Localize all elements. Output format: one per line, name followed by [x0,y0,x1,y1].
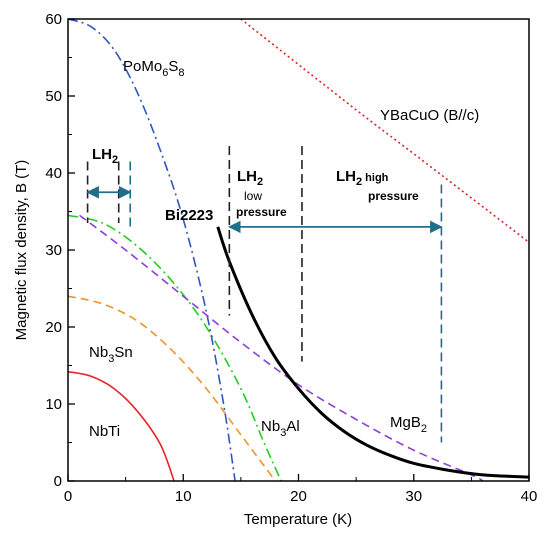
x-axis-label: Temperature (K) [244,511,352,528]
label-nb3sn: Nb3Sn [89,344,133,365]
plot-frame [67,18,530,482]
y-tick-label: 50 [45,88,62,105]
label-mgb2: MgB2 [390,414,427,435]
series-bi2223 [216,226,530,479]
y-axis-label: Magnetic flux density, B (T) [13,160,30,341]
x-tick-label: 40 [521,488,538,505]
y-tick-label: 20 [45,319,62,336]
lh2-markers-layer [86,146,443,443]
y-tick-label: 0 [54,473,62,490]
label-low-pressure: pressure [236,205,287,219]
label-high-pressure: pressure [368,189,419,203]
label-nb3al: Nb3Al [261,418,300,439]
series-mgb2 [79,214,484,482]
series-pomo6s8 [67,18,236,482]
y-tick-label: 60 [45,11,62,28]
series-nb3al [67,214,282,482]
label-bi2223: Bi2223 [165,207,213,224]
y-tick-label: 10 [45,396,62,413]
x-tick-label: 0 [64,488,72,505]
label-lh2-high: LH2 high [336,168,389,188]
series-nb3sn [67,295,277,482]
x-tick-label: 30 [405,488,422,505]
label-low: low [244,189,262,203]
label-lh2-left: LH2 [92,146,118,166]
x-tick-label: 10 [175,488,192,505]
label-lh2-low: LH2 [237,168,263,188]
y-tick-label: 30 [45,242,62,259]
label-nbti: NbTi [89,423,120,440]
label-pomo6s8: PoMo6S8 [123,58,184,79]
series-ybacuo-b-c- [240,18,530,243]
curves-layer [67,18,530,482]
y-tick-label: 40 [45,165,62,182]
series-nbti [67,370,175,482]
label-ybacuo: YBaCuO (B//c) [380,107,479,124]
x-tick-label: 20 [290,488,307,505]
